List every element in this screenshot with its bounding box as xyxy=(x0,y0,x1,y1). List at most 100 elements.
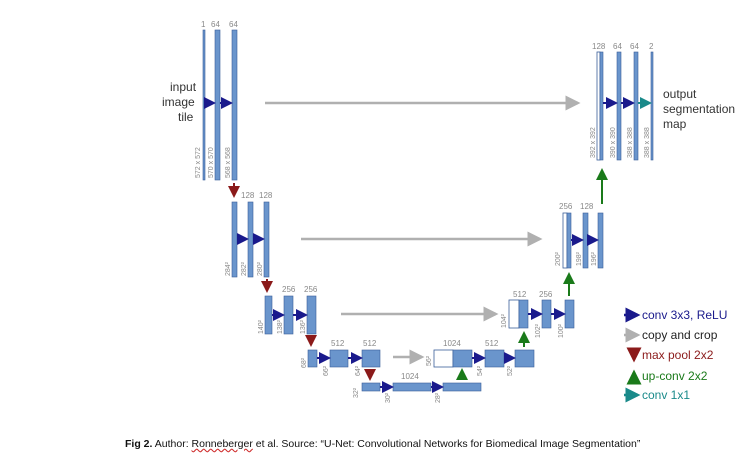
legend-label: conv 3x3, ReLU xyxy=(642,308,727,322)
channel-count-label: 256 xyxy=(282,285,296,294)
dimension-label: 56² xyxy=(426,355,433,366)
feature-map-block xyxy=(599,51,604,161)
feature-map-block xyxy=(562,212,568,269)
dimension-label: 102² xyxy=(535,323,542,338)
encoder-level-3: 256 256 140² 138² 136² xyxy=(258,285,318,335)
dimension-label: 68² xyxy=(301,357,308,368)
feature-map-block xyxy=(214,29,221,181)
feature-map-block xyxy=(633,51,639,161)
dimension-label: 284² xyxy=(225,261,232,276)
dimension-label: 30² xyxy=(385,392,392,403)
dimension-label: 570 x 570 xyxy=(208,147,215,178)
dimension-label: 52² xyxy=(507,365,514,376)
feature-map-block xyxy=(361,382,381,392)
feature-map-block xyxy=(202,29,206,181)
channel-count-label: 512 xyxy=(363,339,377,348)
encoder-level-4: 512 512 68² 66² 64² xyxy=(301,339,381,376)
feature-map-block xyxy=(361,349,381,368)
dimension-label: 54² xyxy=(477,365,484,376)
dimension-label: 572 x 572 xyxy=(195,147,202,178)
channel-count-label: 1024 xyxy=(401,372,419,381)
caption-source: et al. Source: “U-Net: Convolutional Net… xyxy=(252,438,641,450)
channel-count-label: 2 xyxy=(649,42,654,51)
channel-count-label: 256 xyxy=(304,285,318,294)
dimension-label: 66² xyxy=(323,365,330,376)
output-label-line: segmentation xyxy=(663,102,735,116)
feature-map-block xyxy=(247,201,254,278)
feature-map-block xyxy=(541,299,552,329)
input-label-line: image xyxy=(162,95,195,109)
dimension-label: 196² xyxy=(591,251,598,266)
dimension-label: 136² xyxy=(300,319,307,334)
dimension-label: 390 x 390 xyxy=(610,127,617,158)
dimension-label: 200² xyxy=(555,251,562,266)
encoder-level-1: 1 64 64 572 x 572 570 x 570 568 x 568 xyxy=(195,20,238,181)
dimension-label: 568 x 568 xyxy=(225,147,232,178)
encoder-level-2: 128 128 284² 282² 280² xyxy=(225,191,273,278)
decoder-level-3: 512 256 104² 102² 100² xyxy=(501,290,575,338)
legend-item-conv1x1: conv 1x1 xyxy=(624,387,690,403)
figure-caption: Fig 2. Author: Ronneberger et al. Source… xyxy=(125,438,745,450)
channel-count-label: 128 xyxy=(580,202,594,211)
feature-map-block xyxy=(596,51,601,161)
feature-map-block xyxy=(283,295,294,335)
feature-map-block xyxy=(597,212,604,269)
dimension-label: 282² xyxy=(241,261,248,276)
legend-item-up-conv: up-conv 2x2 xyxy=(626,369,708,385)
legend-item-copy-crop: copy and crop xyxy=(624,327,718,343)
feature-map-block xyxy=(307,349,318,368)
feature-map-block xyxy=(616,51,622,161)
dimension-label: 138² xyxy=(277,319,284,334)
channel-count-label: 1024 xyxy=(443,339,461,348)
legend-item-max-pool: max pool 2x2 xyxy=(626,347,714,363)
channel-count-label: 64 xyxy=(613,42,622,51)
channel-count-label: 64 xyxy=(229,20,238,29)
dimension-label: 104² xyxy=(501,313,508,328)
channel-count-label: 256 xyxy=(539,290,553,299)
legend-item-conv: conv 3x3, ReLU xyxy=(624,307,727,323)
bottleneck-level: 1024 32² 30² 28² xyxy=(353,372,482,403)
channel-count-label: 512 xyxy=(485,339,499,348)
feature-map-block xyxy=(442,382,482,392)
feature-map-block xyxy=(392,382,432,392)
feature-map-block xyxy=(231,29,238,181)
feature-map-block xyxy=(264,295,273,335)
dimension-label: 28² xyxy=(435,392,442,403)
figure-number: Fig 2. xyxy=(125,438,153,450)
decoder-level-2: 256 128 200² 198² 196² xyxy=(555,202,604,269)
channel-count-label: 64 xyxy=(630,42,639,51)
channel-count-label: 512 xyxy=(331,339,345,348)
feature-map-block xyxy=(329,349,349,368)
dimension-label: 280² xyxy=(257,261,264,276)
feature-map-block xyxy=(263,201,270,278)
dimension-label: 140² xyxy=(258,319,265,334)
input-label-line: tile xyxy=(178,110,194,124)
channel-count-label: 512 xyxy=(513,290,527,299)
dimension-label: 392 x 392 xyxy=(590,127,597,158)
feature-map-block xyxy=(508,299,520,329)
channel-count-label: 128 xyxy=(259,191,273,200)
legend: conv 3x3, ReLU copy and crop max pool 2x… xyxy=(624,307,727,403)
dimension-label: 100² xyxy=(558,323,565,338)
decoder-level-4: 1024 512 56² 54² 52² xyxy=(426,339,535,376)
feature-map-block xyxy=(514,349,535,368)
feature-map-block xyxy=(518,299,529,329)
feature-map-block xyxy=(231,201,238,278)
feature-map-block xyxy=(566,212,572,269)
channel-count-label: 256 xyxy=(559,202,573,211)
decoder-level-1: 128 64 64 2 392 x 392 390 x 390 388 x 38… xyxy=(590,42,654,161)
legend-label: conv 1x1 xyxy=(642,388,690,402)
dimension-label: 64² xyxy=(355,365,362,376)
channel-count-label: 64 xyxy=(211,20,220,29)
channel-count-label: 128 xyxy=(592,42,606,51)
feature-map-block xyxy=(433,349,454,368)
feature-map-block xyxy=(582,212,589,269)
feature-map-block xyxy=(484,349,505,368)
dimension-label: 388 x 388 xyxy=(644,127,651,158)
dimension-label: 32² xyxy=(353,387,360,398)
output-label-line: map xyxy=(663,117,687,131)
feature-map-block xyxy=(452,349,473,368)
feature-map-block xyxy=(650,51,654,161)
dimension-label: 388 x 388 xyxy=(627,127,634,158)
